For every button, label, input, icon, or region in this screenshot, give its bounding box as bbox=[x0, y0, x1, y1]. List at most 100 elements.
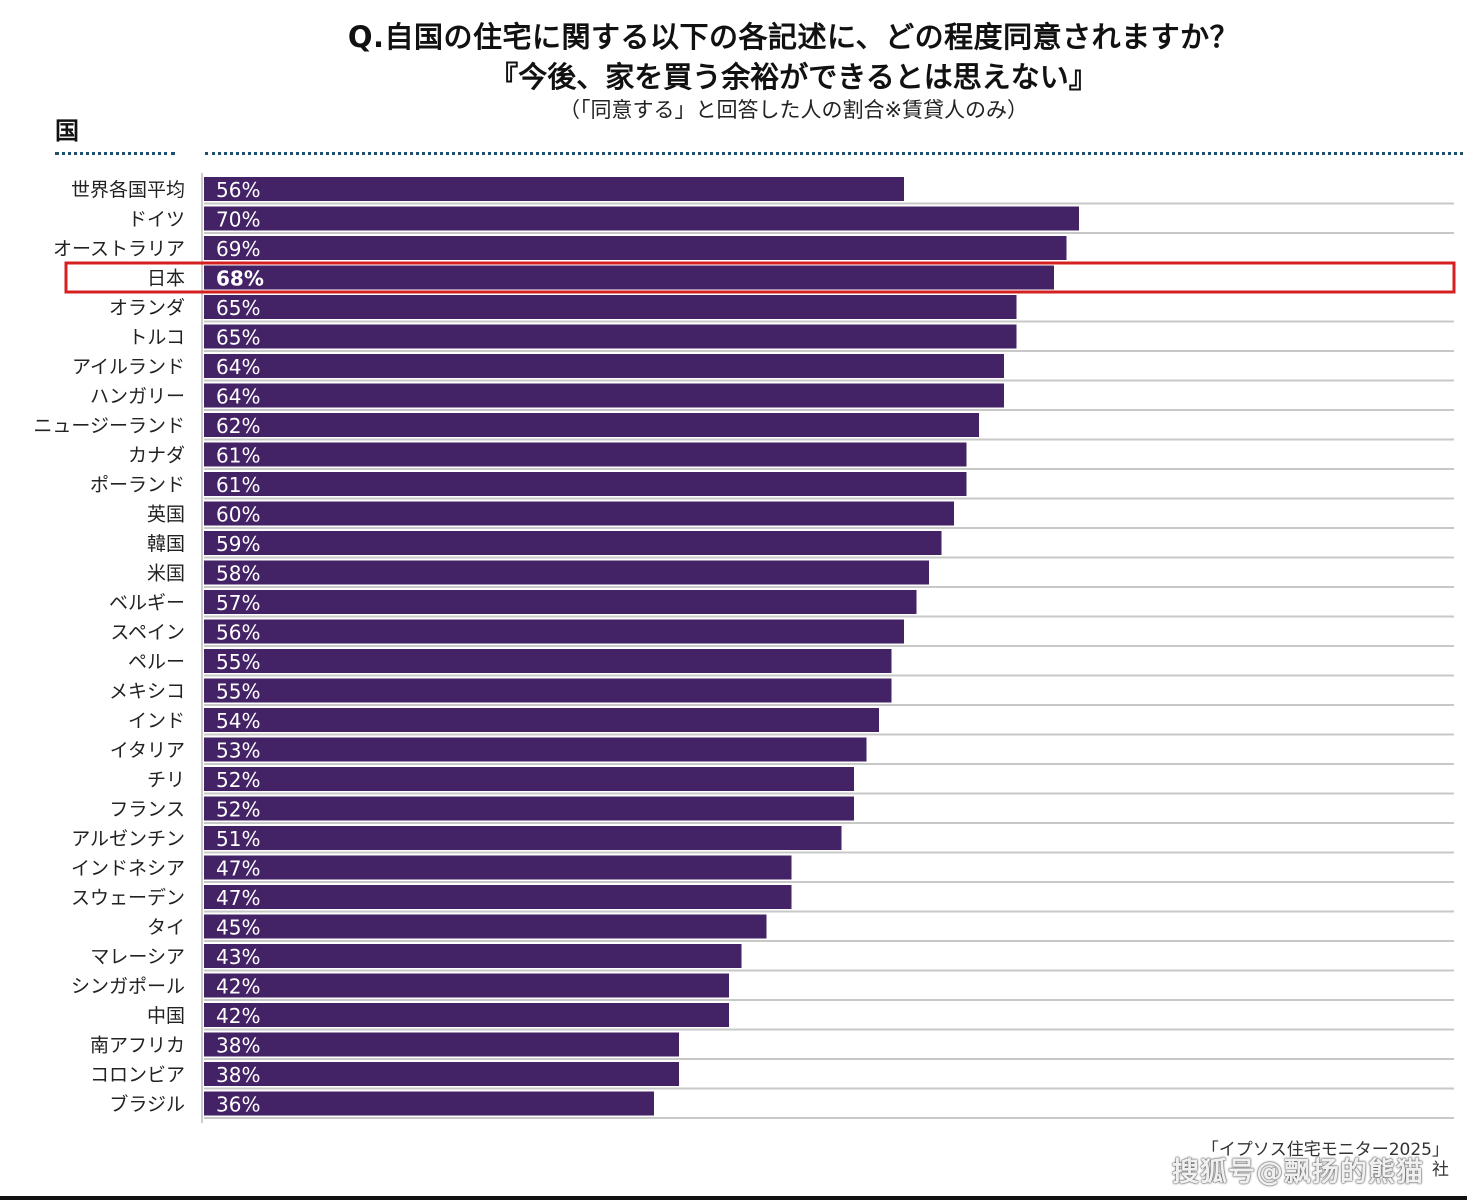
value-label-row-30: 38% bbox=[216, 1063, 260, 1087]
bar-row-21 bbox=[204, 796, 854, 821]
header-divider-left bbox=[55, 152, 175, 155]
bar-row-6 bbox=[204, 354, 1004, 378]
value-label-row-3: 68% bbox=[216, 267, 264, 291]
value-label-row-11: 60% bbox=[216, 503, 260, 527]
value-label-row-29: 38% bbox=[216, 1034, 260, 1058]
bar-row-28 bbox=[204, 1003, 729, 1027]
value-label-row-15: 56% bbox=[216, 621, 260, 645]
value-label-row-5: 65% bbox=[216, 326, 260, 350]
bar-row-5 bbox=[204, 324, 1017, 349]
bar-row-16 bbox=[204, 649, 892, 673]
bar-row-8 bbox=[204, 413, 979, 437]
category-label-row-29: 南アフリカ bbox=[90, 1035, 185, 1057]
bar-row-29 bbox=[204, 1032, 679, 1057]
category-label-row-23: インドネシア bbox=[71, 858, 185, 880]
category-label-row-21: フランス bbox=[109, 799, 185, 821]
bar-row-2 bbox=[204, 236, 1067, 260]
bar-row-1 bbox=[204, 206, 1079, 231]
value-label-row-23: 47% bbox=[216, 857, 260, 881]
bar-row-17 bbox=[204, 678, 892, 703]
value-label-row-16: 55% bbox=[216, 650, 260, 674]
bar-row-27 bbox=[204, 973, 729, 998]
bar-row-19 bbox=[204, 737, 867, 762]
category-label-row-12: 韓国 bbox=[147, 533, 185, 555]
category-label-row-14: ベルギー bbox=[109, 592, 185, 614]
value-label-row-7: 64% bbox=[216, 385, 260, 409]
watermark: 搜狐号@飘扬的熊猫 bbox=[1172, 1157, 1424, 1188]
value-label-row-0: 56% bbox=[216, 178, 260, 202]
bar-row-31 bbox=[204, 1091, 654, 1116]
category-label-row-18: インド bbox=[128, 710, 185, 732]
category-label-row-17: メキシコ bbox=[109, 681, 185, 703]
bar-row-15 bbox=[204, 619, 904, 644]
bar-row-13 bbox=[204, 560, 929, 585]
category-label-row-5: トルコ bbox=[128, 327, 185, 349]
value-label-row-12: 59% bbox=[216, 532, 260, 556]
bar-row-0 bbox=[204, 177, 904, 201]
category-label-row-15: スペイン bbox=[110, 622, 185, 644]
category-label-row-16: ペルー bbox=[128, 651, 185, 673]
bar-row-14 bbox=[204, 590, 917, 614]
value-label-row-4: 65% bbox=[216, 296, 260, 320]
value-label-row-26: 43% bbox=[216, 945, 260, 969]
value-label-row-9: 61% bbox=[216, 444, 260, 468]
source-line-1: 「イプソス住宅モニター2025」 bbox=[1201, 1140, 1449, 1160]
category-label-row-7: ハンガリー bbox=[90, 386, 185, 408]
value-label-row-14: 57% bbox=[216, 591, 260, 615]
bar-row-4 bbox=[204, 295, 1017, 319]
category-label-row-22: アルゼンチン bbox=[71, 828, 185, 850]
value-label-row-28: 42% bbox=[216, 1004, 260, 1028]
bar-row-25 bbox=[204, 914, 767, 939]
chart-note: （「同意する」と回答した人の割合※賃貸人のみ） bbox=[558, 98, 1029, 122]
category-label-row-31: ブラジル bbox=[109, 1093, 185, 1116]
category-label-row-4: オランダ bbox=[109, 297, 185, 319]
category-label-row-3: 日本 bbox=[147, 268, 185, 290]
category-label-row-30: コロンビア bbox=[90, 1064, 185, 1086]
value-label-row-25: 45% bbox=[216, 916, 260, 940]
chart-subtitle: 『今後、家を買う余裕ができるとは思えない』 bbox=[489, 60, 1098, 94]
bar-row-30 bbox=[204, 1062, 679, 1086]
category-label-row-13: 米国 bbox=[147, 563, 185, 585]
chart-title: Q.自国の住宅に関する以下の各記述に、どの程度同意されますか？ bbox=[347, 20, 1240, 54]
highlight-box bbox=[64, 261, 1456, 294]
bar-row-3 bbox=[204, 265, 1054, 290]
value-label-row-20: 52% bbox=[216, 768, 260, 792]
value-label-row-31: 36% bbox=[216, 1093, 260, 1117]
value-label-row-27: 42% bbox=[216, 975, 260, 999]
category-label-row-24: スウェーデン bbox=[71, 887, 185, 909]
bar-row-7 bbox=[204, 383, 1004, 408]
value-label-row-22: 51% bbox=[216, 827, 260, 851]
bar-row-10 bbox=[204, 472, 967, 496]
value-label-row-13: 58% bbox=[216, 562, 260, 586]
category-label-row-8: ニュージーランド bbox=[33, 415, 185, 437]
source-line-2: 社 bbox=[1432, 1160, 1449, 1180]
bar-row-11 bbox=[204, 501, 954, 526]
column-header: 国 bbox=[55, 117, 79, 145]
category-label-row-2: オーストラリア bbox=[53, 238, 185, 260]
value-label-row-24: 47% bbox=[216, 886, 260, 910]
value-label-row-19: 53% bbox=[216, 739, 260, 763]
bottom-rule bbox=[0, 1196, 1467, 1200]
category-label-row-0: 世界各国平均 bbox=[71, 179, 185, 201]
category-label-row-10: ポーランド bbox=[90, 474, 185, 496]
category-label-row-25: タイ bbox=[147, 917, 185, 939]
bar-row-22 bbox=[204, 826, 842, 850]
source-note: 「イプソス住宅モニター2025」 社 bbox=[1202, 1140, 1449, 1180]
bar-row-23 bbox=[204, 855, 792, 880]
header-divider-right bbox=[205, 152, 1463, 155]
value-label-row-18: 54% bbox=[216, 709, 260, 733]
value-label-row-21: 52% bbox=[216, 798, 260, 822]
bar-row-12 bbox=[204, 531, 942, 555]
category-label-row-20: チリ bbox=[147, 769, 185, 791]
category-label-row-1: ドイツ bbox=[128, 209, 185, 231]
value-label-row-6: 64% bbox=[216, 355, 260, 379]
category-label-row-11: 英国 bbox=[147, 504, 185, 526]
bar-row-9 bbox=[204, 442, 967, 467]
value-label-row-2: 69% bbox=[216, 237, 260, 261]
category-label-row-28: 中国 bbox=[147, 1005, 185, 1027]
bar-row-18 bbox=[204, 708, 879, 732]
category-label-row-19: イタリア bbox=[110, 740, 185, 762]
value-label-row-1: 70% bbox=[216, 208, 260, 232]
bar-row-20 bbox=[204, 767, 854, 791]
